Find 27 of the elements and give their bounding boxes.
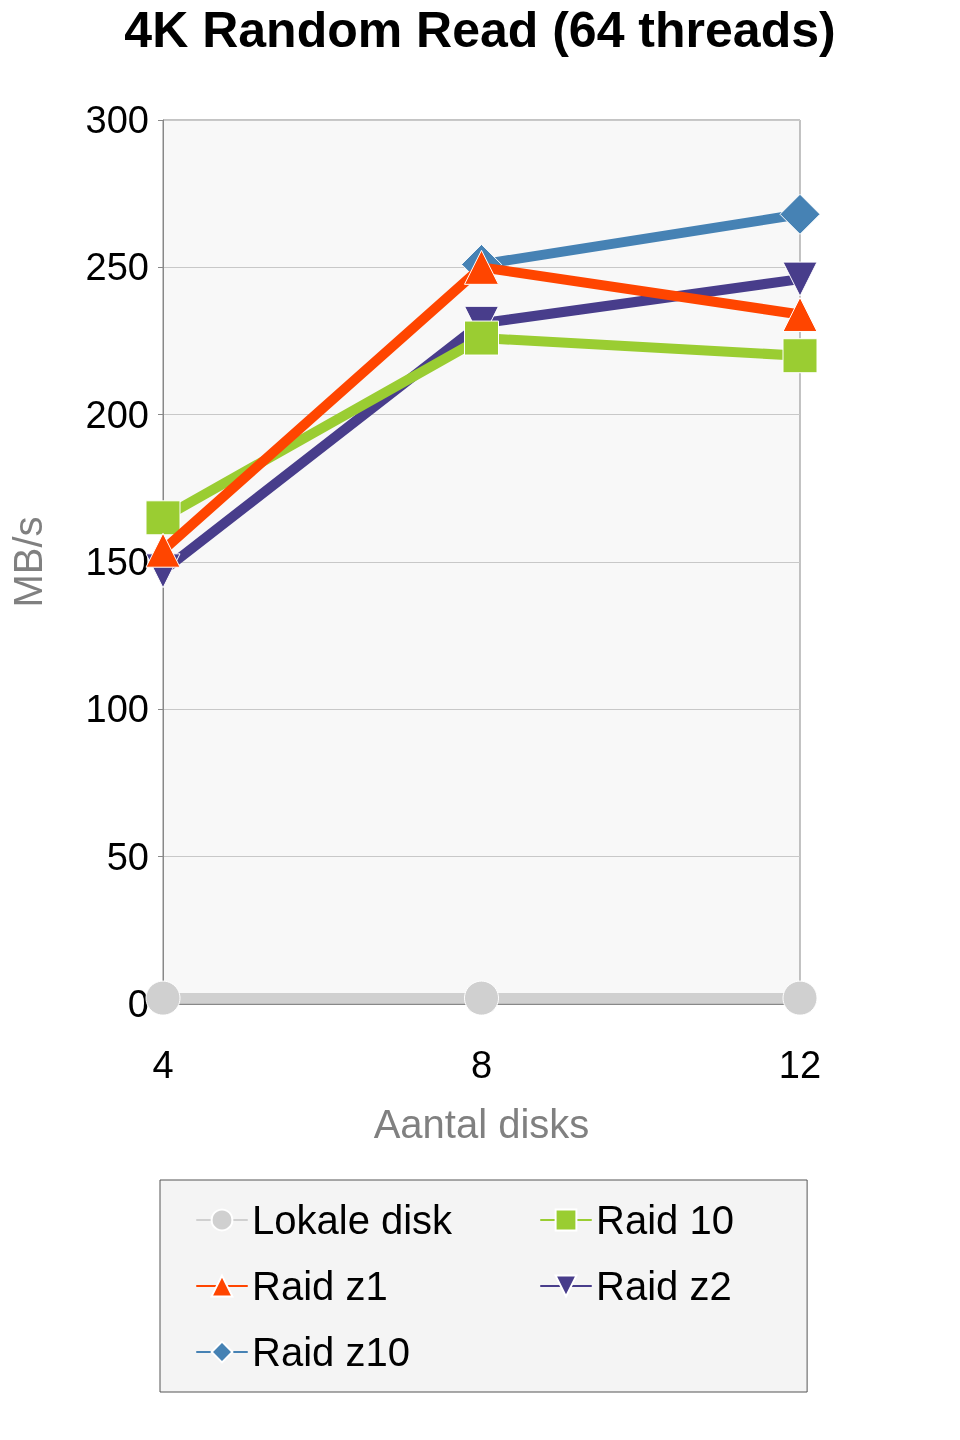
y-tick-label: 50 bbox=[106, 835, 149, 878]
legend-label: Raid 10 bbox=[596, 1198, 734, 1242]
y-tick-label: 0 bbox=[127, 983, 149, 1025]
point bbox=[782, 338, 818, 374]
x-tick-label: 8 bbox=[470, 1044, 493, 1086]
point bbox=[464, 980, 499, 1016]
x-axis-title: Aantal disks bbox=[373, 1102, 590, 1146]
legend-label: Raid z10 bbox=[252, 1330, 410, 1374]
y-axis-title: MB/s bbox=[6, 516, 50, 608]
point bbox=[145, 500, 181, 536]
point bbox=[464, 249, 499, 285]
y-tick-label: 150 bbox=[85, 541, 149, 583]
point bbox=[782, 261, 818, 297]
y-tick-label: 250 bbox=[85, 246, 149, 289]
chart-title: 4K Random Read (64 threads) bbox=[124, 2, 836, 58]
point bbox=[782, 296, 818, 332]
point bbox=[779, 193, 821, 235]
y-tick-label: 200 bbox=[85, 393, 149, 436]
y-tick-label: 300 bbox=[85, 99, 149, 141]
point bbox=[782, 980, 818, 1016]
legend-label: Raid z2 bbox=[596, 1264, 732, 1308]
y-tick-label: 100 bbox=[85, 688, 149, 731]
legend-label: Raid z1 bbox=[252, 1264, 388, 1308]
legend-label: Lokale disk bbox=[252, 1198, 454, 1242]
point bbox=[464, 320, 499, 356]
x-tick-label: 4 bbox=[152, 1044, 174, 1086]
x-tick-label: 12 bbox=[778, 1044, 822, 1086]
